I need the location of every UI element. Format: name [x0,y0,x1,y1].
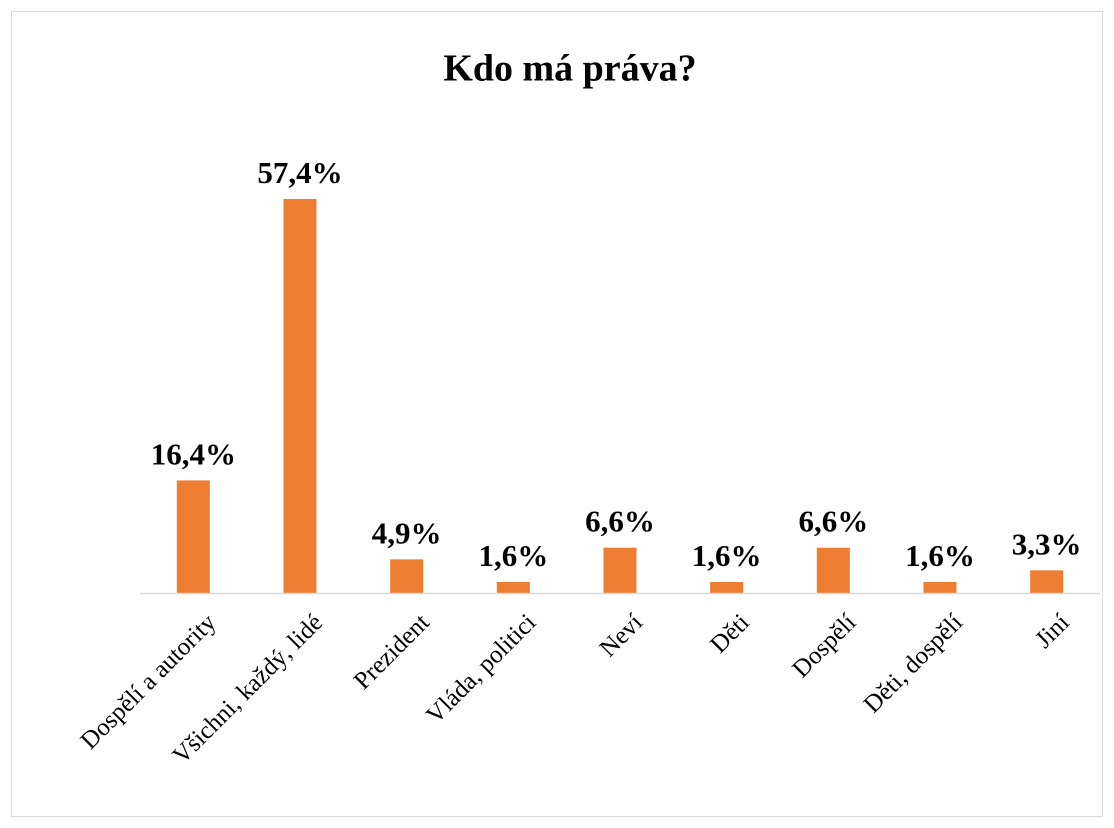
data-label: 4,9% [372,515,442,550]
data-label: 6,6% [585,504,655,539]
data-label: 3,3% [1012,526,1082,561]
data-label: 16,4% [151,436,236,471]
bar [1030,570,1064,593]
bar [923,582,957,593]
data-label: 1,6% [692,538,762,573]
bar [816,547,850,593]
bar [283,199,317,593]
bar [496,582,530,593]
chart-frame [11,11,1103,817]
data-label: 57,4% [257,155,342,190]
data-label: 1,6% [478,538,548,573]
data-label: 6,6% [798,504,868,539]
bar [390,559,424,593]
chart-title: Kdo má práva? [443,48,696,90]
bar [176,480,210,593]
bar [710,582,744,593]
data-label: 1,6% [905,538,975,573]
bar [603,547,637,593]
